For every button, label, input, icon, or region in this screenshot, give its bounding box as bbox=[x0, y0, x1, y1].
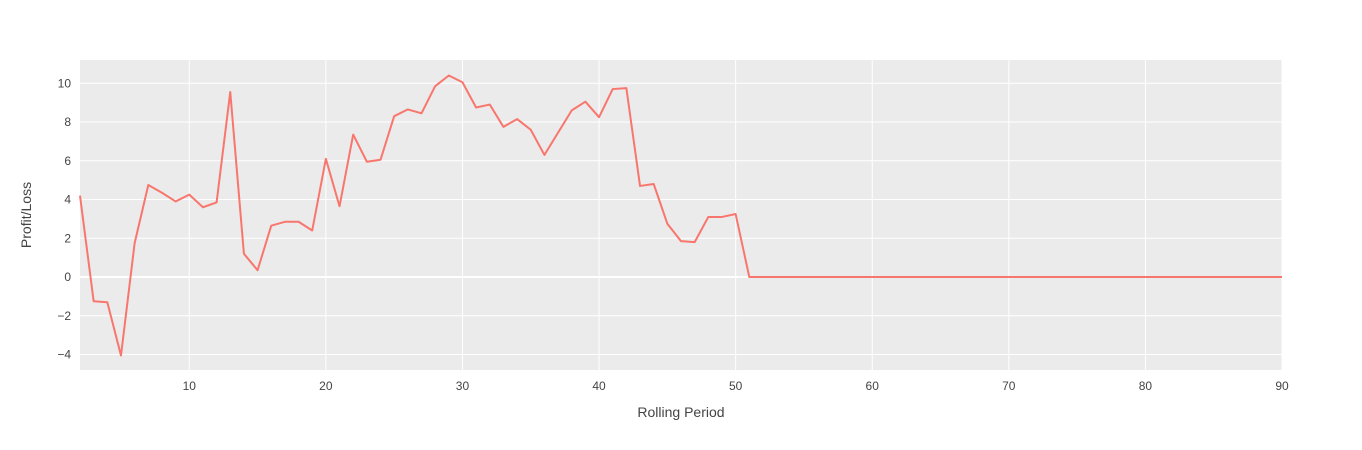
x-tick-label: 50 bbox=[729, 379, 743, 393]
y-tick-label: 2 bbox=[64, 231, 71, 245]
y-tick-label: 10 bbox=[58, 76, 72, 90]
plot-area bbox=[80, 60, 1282, 370]
y-axis-title: Profit/Loss bbox=[18, 182, 34, 248]
x-tick-label: 90 bbox=[1275, 379, 1289, 393]
x-tick-label: 30 bbox=[456, 379, 470, 393]
y-tick-label: 0 bbox=[64, 270, 71, 284]
y-tick-label: 4 bbox=[64, 193, 71, 207]
x-tick-label: 80 bbox=[1139, 379, 1153, 393]
y-tick-label: 6 bbox=[64, 154, 71, 168]
y-tick-label: −2 bbox=[57, 309, 71, 323]
series-line bbox=[79, 74, 1282, 357]
series-layer bbox=[79, 74, 1282, 357]
x-tick-label: 20 bbox=[319, 379, 333, 393]
x-tick-label: 10 bbox=[183, 379, 197, 393]
x-axis-ticks: 10 20 30 40 50 60 70 80 90 bbox=[183, 379, 1289, 393]
x-axis-title: Rolling Period bbox=[637, 404, 724, 420]
y-axis-ticks: −4 −2 0 2 4 6 8 10 bbox=[57, 76, 71, 361]
gridlines bbox=[80, 60, 1283, 370]
x-tick-label: 70 bbox=[1002, 379, 1016, 393]
x-tick-label: 60 bbox=[866, 379, 880, 393]
y-tick-label: 8 bbox=[64, 115, 71, 129]
x-tick-label: 40 bbox=[592, 379, 606, 393]
y-tick-label: −4 bbox=[57, 348, 71, 362]
